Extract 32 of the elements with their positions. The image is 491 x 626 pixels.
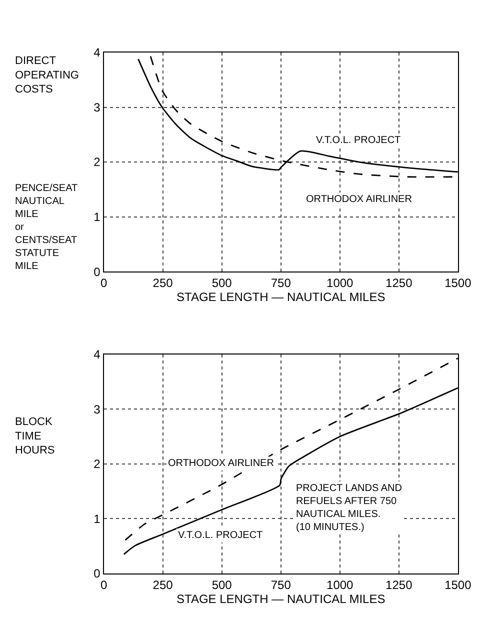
y-tick-label: 4 <box>94 348 101 362</box>
x-tick-label: 1250 <box>386 276 413 290</box>
x-tick-label: 1500 <box>444 276 472 290</box>
y-tick-label: 0 <box>94 566 101 581</box>
x-tick-label: 1000 <box>326 578 354 592</box>
x-axis-title: STAGE LENGTH — NAUTICAL MILES <box>176 592 386 606</box>
y-tick-label: 2 <box>94 155 101 170</box>
x-tick-label: 1500 <box>444 578 472 592</box>
y-tick-label: 1 <box>94 512 101 526</box>
series-label: ORTHODOX AIRLINER <box>306 194 412 205</box>
annotation: PROJECT LANDS AND REFUELS AFTER 750 NAUTICAL MILES. (10 MINUTES.) <box>296 483 402 533</box>
y-tick-label: 3 <box>94 100 101 114</box>
x-tick-label: 750 <box>270 276 292 290</box>
x-tick-label: 500 <box>212 276 232 290</box>
y-tick-label: 4 <box>94 46 101 60</box>
x-tick-label: 1250 <box>386 578 413 592</box>
series-label: V.T.O.L. PROJECT <box>316 135 401 146</box>
y-tick-label: 1 <box>94 210 101 224</box>
x-tick-label: 250 <box>152 578 174 592</box>
x-tick-label: 750 <box>270 578 292 592</box>
y-tick-label: 0 <box>94 264 101 279</box>
y-tick-label: 3 <box>94 402 101 416</box>
y-axis-title: DIRECT OPERATING COSTS <box>15 55 79 96</box>
x-tick-label: 1000 <box>326 276 354 290</box>
y-axis-title: BLOCK TIME HOURS <box>15 416 55 457</box>
x-tick-label: 500 <box>212 578 232 592</box>
text: PENCE/SEAT NAUTICAL MILE or CENTS/SEAT STATUTE MILE <box>15 183 78 272</box>
y-tick-label: 2 <box>94 457 101 472</box>
x-tick-label: 250 <box>152 276 174 290</box>
series-label: V.T.O.L. PROJECT <box>178 530 263 541</box>
x-axis-title: STAGE LENGTH — NAUTICAL MILES <box>176 290 386 304</box>
series-label: ORTHODOX AIRLINER <box>168 458 274 469</box>
